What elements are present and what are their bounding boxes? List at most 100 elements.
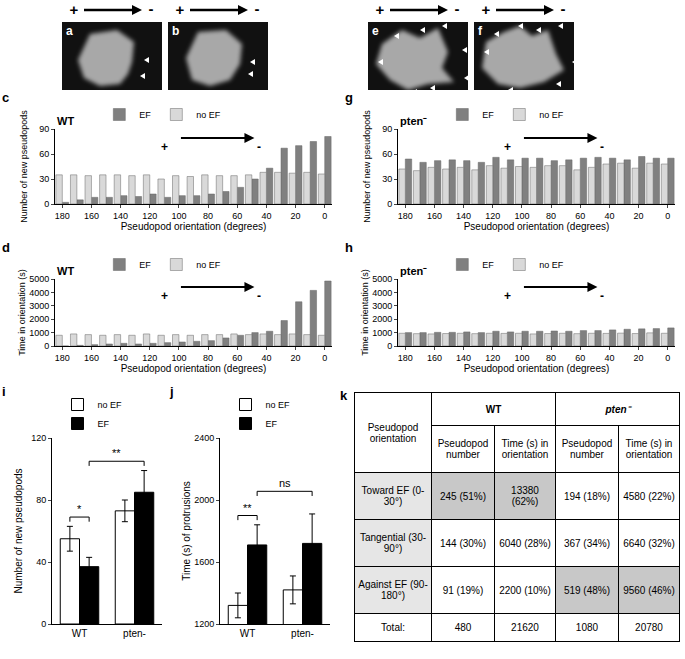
- svg-text:*: *: [77, 503, 82, 515]
- svg-text:no EF: no EF: [266, 400, 291, 410]
- svg-text:180: 180: [398, 353, 413, 363]
- svg-text:no EF: no EF: [539, 260, 564, 270]
- svg-text:40: 40: [604, 353, 614, 363]
- svg-text:120: 120: [485, 211, 500, 221]
- svg-text:pten-: pten-: [291, 628, 314, 639]
- svg-text:40: 40: [261, 353, 271, 363]
- svg-text:0: 0: [44, 341, 49, 351]
- svg-text:EF: EF: [482, 260, 494, 270]
- svg-text:no EF: no EF: [98, 400, 123, 410]
- svg-text:Number of new pseudopods: Number of new pseudopods: [19, 110, 29, 223]
- svg-text:1000: 1000: [372, 328, 392, 338]
- svg-text:180: 180: [398, 211, 413, 221]
- svg-text:WT: WT: [57, 115, 74, 127]
- svg-text:no EF: no EF: [196, 110, 221, 120]
- svg-text:80: 80: [546, 211, 556, 221]
- svg-text:Pseudopod orientation (degrees: Pseudopod orientation (degrees): [121, 221, 267, 232]
- svg-text:0: 0: [665, 211, 670, 221]
- svg-text:2000: 2000: [194, 495, 214, 505]
- svg-text:0: 0: [387, 199, 392, 209]
- svg-text:-: -: [149, 0, 154, 17]
- svg-text:Pseudopod orientation (degrees: Pseudopod orientation (degrees): [464, 363, 610, 374]
- svg-text:160: 160: [84, 211, 99, 221]
- svg-text:-: -: [257, 289, 261, 303]
- svg-text:a: a: [66, 24, 73, 38]
- svg-text:20: 20: [291, 353, 301, 363]
- svg-text:-: -: [600, 140, 604, 154]
- svg-text:160: 160: [427, 211, 442, 221]
- svg-text:+: +: [176, 1, 185, 18]
- svg-text:40: 40: [36, 557, 46, 567]
- svg-text:90: 90: [382, 124, 392, 134]
- svg-text:0: 0: [322, 211, 327, 221]
- svg-text:40: 40: [261, 211, 271, 221]
- svg-text:80: 80: [203, 211, 213, 221]
- svg-text:-: -: [255, 0, 260, 17]
- svg-text:+: +: [376, 1, 385, 18]
- svg-text:0: 0: [665, 353, 670, 363]
- svg-text:80: 80: [36, 495, 46, 505]
- svg-text:100: 100: [514, 353, 529, 363]
- svg-text:4000: 4000: [29, 288, 49, 298]
- svg-text:1000: 1000: [29, 328, 49, 338]
- svg-text:Time in orientation (s): Time in orientation (s): [360, 269, 370, 356]
- svg-text:140: 140: [456, 211, 471, 221]
- svg-text:EF: EF: [139, 110, 151, 120]
- svg-text:EF: EF: [482, 110, 494, 120]
- svg-text:180: 180: [55, 211, 70, 221]
- svg-text:120: 120: [142, 211, 157, 221]
- svg-text:Pseudopod orientation (degrees: Pseudopod orientation (degrees): [121, 363, 267, 374]
- svg-text:e: e: [372, 24, 379, 38]
- svg-text:**: **: [112, 447, 121, 459]
- svg-text:1600: 1600: [194, 557, 214, 567]
- svg-text:60: 60: [575, 211, 585, 221]
- svg-text:2000: 2000: [29, 314, 49, 324]
- svg-text:f: f: [478, 24, 483, 38]
- svg-text:Number of new pseudopods: Number of new pseudopods: [13, 468, 24, 593]
- svg-text:+: +: [504, 140, 511, 154]
- svg-text:+: +: [504, 289, 511, 303]
- svg-text:-: -: [257, 140, 261, 154]
- svg-text:0: 0: [41, 619, 46, 629]
- svg-text:140: 140: [456, 353, 471, 363]
- svg-text:2000: 2000: [372, 314, 392, 324]
- svg-text:80: 80: [203, 353, 213, 363]
- svg-text:120: 120: [485, 353, 500, 363]
- svg-text:-: -: [455, 0, 460, 17]
- svg-text:20: 20: [634, 211, 644, 221]
- svg-text:40: 40: [604, 211, 614, 221]
- svg-text:-: -: [600, 289, 604, 303]
- svg-text:+: +: [482, 1, 491, 18]
- svg-text:160: 160: [427, 353, 442, 363]
- svg-text:pten⁻: pten⁻: [400, 265, 427, 277]
- svg-text:EF: EF: [266, 419, 278, 429]
- svg-text:0: 0: [387, 341, 392, 351]
- svg-text:+: +: [161, 289, 168, 303]
- svg-text:pten-: pten-: [123, 628, 146, 639]
- svg-text:60: 60: [232, 211, 242, 221]
- svg-text:60: 60: [575, 353, 585, 363]
- svg-text:3000: 3000: [29, 301, 49, 311]
- svg-text:ns: ns: [279, 477, 291, 489]
- svg-text:140: 140: [113, 211, 128, 221]
- svg-text:100: 100: [514, 211, 529, 221]
- svg-text:no EF: no EF: [196, 260, 221, 270]
- svg-text:+: +: [161, 140, 168, 154]
- svg-text:100: 100: [171, 211, 186, 221]
- svg-text:4000: 4000: [372, 288, 392, 298]
- svg-text:b: b: [172, 24, 179, 38]
- svg-text:120: 120: [142, 353, 157, 363]
- svg-text:1200: 1200: [194, 619, 214, 629]
- svg-text:90: 90: [39, 124, 49, 134]
- svg-text:Time (s) of protrusions: Time (s) of protrusions: [181, 481, 192, 581]
- svg-text:160: 160: [84, 353, 99, 363]
- svg-text:100: 100: [171, 353, 186, 363]
- svg-text:0: 0: [44, 199, 49, 209]
- svg-text:WT: WT: [57, 265, 74, 277]
- svg-text:Pseudopod orientation (degrees: Pseudopod orientation (degrees): [464, 221, 610, 232]
- svg-text:pten⁻: pten⁻: [400, 115, 427, 127]
- svg-text:WT: WT: [72, 628, 88, 639]
- svg-text:no EF: no EF: [539, 110, 564, 120]
- svg-text:5000: 5000: [372, 274, 392, 284]
- svg-text:WT: WT: [240, 628, 256, 639]
